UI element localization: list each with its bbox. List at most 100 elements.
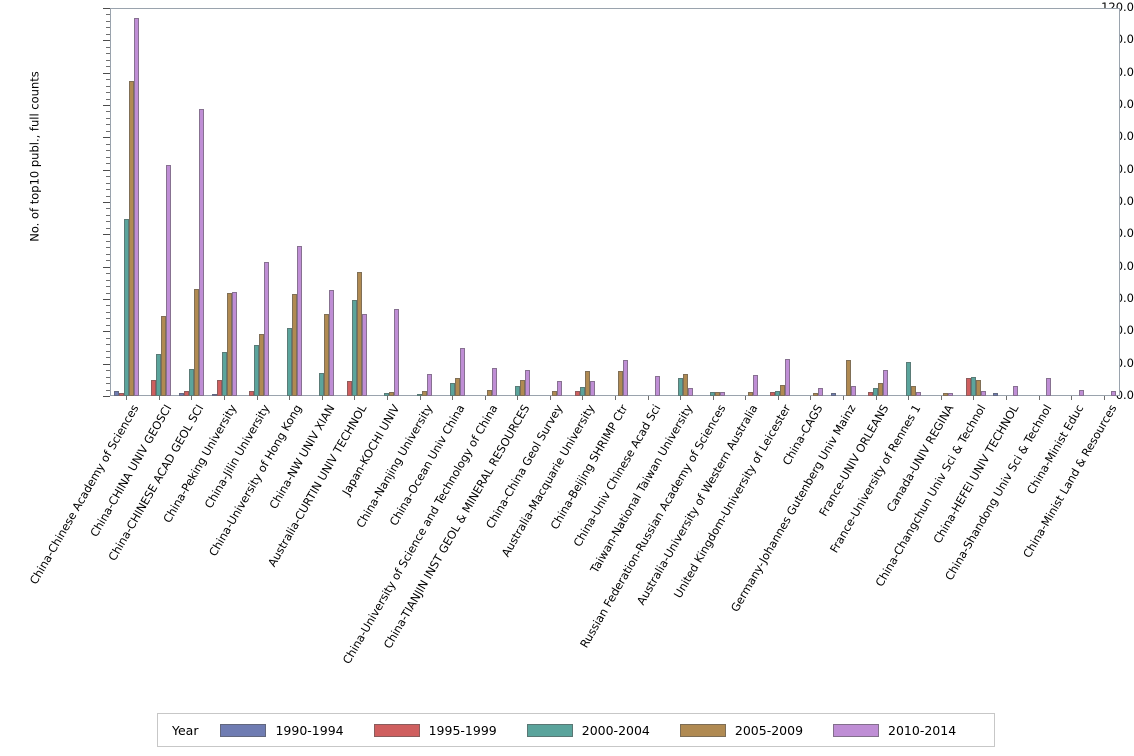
legend-entries: 1990-1994 1995-1999 2000-2004 2005-2009 2010… [220, 723, 986, 738]
legend-color-swatch [679, 723, 726, 737]
y-axis-minor-tick-mark [106, 182, 110, 184]
y-axis-tick-mark [103, 137, 110, 139]
legend-entry[interactable]: 2005-2009 [679, 722, 804, 738]
y-axis-tick-mark [103, 72, 110, 74]
y-axis-tick-mark [103, 299, 110, 300]
x-axis-tick-mark [256, 396, 258, 400]
y-axis-minor-tick-mark [106, 247, 110, 249]
y-axis-tick-mark [103, 266, 110, 268]
x-axis-tick-mark [1103, 396, 1105, 400]
x-axis-tick-mark [321, 396, 323, 400]
legend-color-swatch [833, 723, 880, 737]
y-axis-minor-tick-mark [106, 150, 110, 152]
x-axis-tick-mark [158, 396, 160, 400]
y-axis-tick-mark [103, 396, 110, 397]
y-axis-minor-tick-mark [106, 324, 110, 326]
y-axis-tick-label: 20.0 [1108, 323, 1134, 338]
y-axis-minor-tick-mark [106, 189, 110, 191]
x-axis-tick-mark [419, 396, 421, 400]
y-axis-tick-label: 80.0 [1108, 129, 1134, 144]
y-axis-minor-tick-mark [106, 240, 110, 242]
y-axis-tick-label: 0.0 [1115, 388, 1134, 402]
y-axis-tick-mark [103, 40, 110, 42]
y-axis-tick-label: 60.0 [1108, 194, 1134, 208]
x-axis-tick-mark [582, 396, 584, 400]
legend-title: Year [172, 722, 199, 738]
y-axis-minor-tick-mark [106, 53, 110, 55]
x-axis-tick-mark [126, 396, 128, 400]
legend-entry[interactable]: 2010-2014 [833, 723, 956, 738]
legend-entry-label: 2005-2009 [734, 722, 804, 738]
legend-entry[interactable]: 1990-1994 [220, 722, 344, 738]
x-axis-tick-mark [517, 396, 519, 400]
legend-color-swatch [526, 723, 573, 737]
y-axis-minor-tick-mark [106, 311, 110, 313]
y-axis-minor-tick-mark [106, 124, 110, 126]
legend-entry-label: 1995-1999 [428, 722, 497, 738]
x-axis-tick-mark [615, 396, 616, 400]
x-axis-tick-mark [1038, 396, 1040, 400]
y-axis-minor-tick-mark [106, 221, 110, 223]
y-axis-minor-tick-mark [106, 111, 110, 113]
x-axis-tick-mark [386, 396, 388, 400]
x-axis-tick-mark [647, 396, 649, 400]
y-axis-minor-tick-mark [106, 318, 110, 320]
y-axis-minor-tick-mark [106, 117, 110, 119]
y-axis-tick-mark [103, 169, 110, 171]
y-axis-tick-mark [103, 202, 110, 203]
y-axis-minor-tick-mark [106, 156, 110, 158]
x-axis-tick-mark [875, 396, 877, 400]
legend-entry[interactable]: 1995-1999 [373, 722, 497, 738]
legend-entry-label: 2000-2004 [581, 722, 650, 738]
y-axis-tick-mark [103, 363, 110, 365]
y-axis-tick-mark [103, 331, 110, 333]
y-axis-minor-tick-mark [106, 344, 110, 346]
y-axis-minor-tick-mark [106, 79, 110, 81]
x-axis-tick-mark [973, 396, 975, 400]
plot-area [110, 8, 1120, 396]
y-axis-minor-tick-mark [106, 227, 110, 229]
x-axis-tick-mark [777, 396, 779, 400]
y-axis-tick-label: 90.0 [1108, 97, 1134, 111]
x-axis-tick-mark [354, 396, 356, 400]
y-axis-minor-tick-mark [106, 389, 110, 391]
y-axis-minor-tick-mark [106, 305, 110, 307]
legend-entry[interactable]: 2000-2004 [526, 722, 650, 738]
y-axis-minor-tick-mark [106, 98, 110, 100]
x-axis-tick-mark [680, 396, 682, 400]
y-axis-minor-tick-mark [106, 208, 110, 210]
y-axis-minor-tick-mark [106, 370, 110, 372]
y-axis-minor-tick-mark [106, 33, 110, 35]
x-axis-tick-mark [484, 396, 486, 400]
x-axis-tick-mark [843, 396, 845, 400]
x-axis-category-label: China-University of Science and Technolo… [340, 402, 501, 667]
y-axis-minor-tick-mark [106, 260, 110, 262]
y-axis-minor-tick-mark [106, 92, 110, 94]
y-axis-minor-tick-mark [106, 357, 110, 359]
y-axis-minor-tick-mark [106, 376, 110, 378]
y-axis-minor-tick-mark [106, 253, 110, 255]
y-axis-minor-tick-mark [106, 279, 110, 281]
y-axis-minor-tick-mark [106, 214, 110, 216]
y-axis-minor-tick-mark [106, 350, 110, 352]
y-axis-tick-mark [103, 8, 110, 9]
y-axis-minor-tick-mark [106, 176, 110, 178]
x-axis-tick-mark [224, 396, 226, 400]
y-axis-tick-label: 50.0 [1108, 226, 1134, 241]
y-axis-tick-label: 40.0 [1108, 258, 1134, 273]
y-axis-minor-tick-mark [106, 273, 110, 275]
y-axis-minor-tick-mark [106, 337, 110, 339]
legend-entry-label: 2010-2014 [888, 722, 957, 738]
y-axis-minor-tick-mark [106, 143, 110, 145]
legend-entry-label: 1990-1994 [275, 722, 344, 738]
y-axis-minor-tick-mark [106, 20, 110, 22]
y-axis-tick-mark [103, 234, 110, 236]
x-axis-tick-mark [745, 396, 747, 400]
x-axis-tick-mark [940, 396, 942, 400]
y-axis-minor-tick-mark [106, 66, 110, 68]
y-axis-minor-tick-mark [106, 292, 110, 294]
legend-color-swatch [373, 723, 420, 737]
x-axis-tick-mark [452, 396, 454, 400]
y-axis-minor-tick-mark [106, 46, 110, 48]
